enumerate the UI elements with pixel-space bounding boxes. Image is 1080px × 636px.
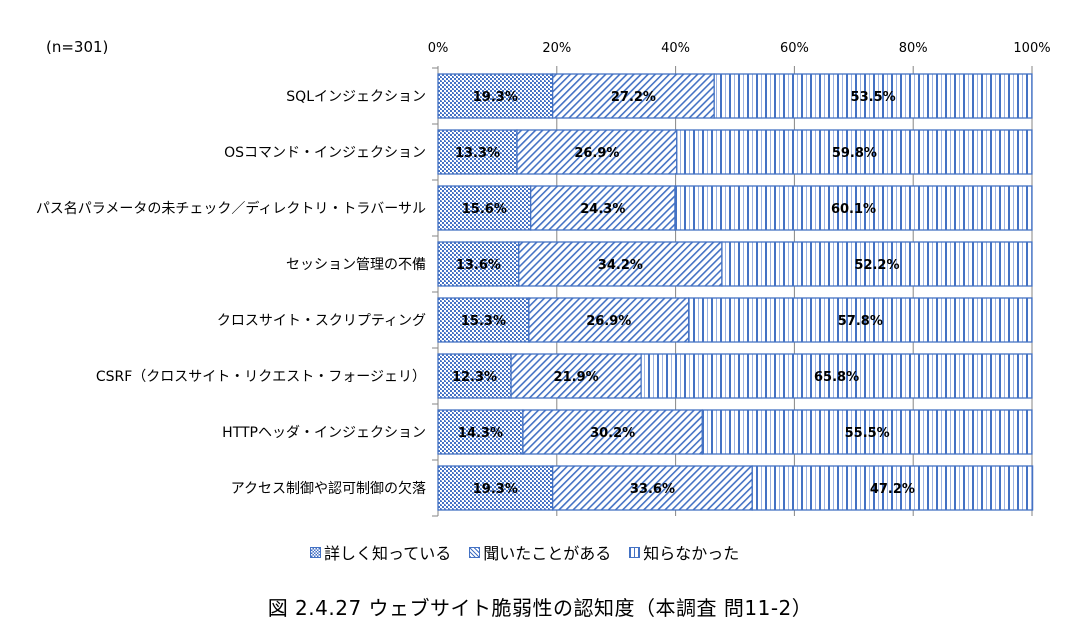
bar-segment xyxy=(528,297,690,343)
data-label: 60.1% xyxy=(831,202,876,217)
bar-segment xyxy=(676,129,1033,175)
data-label: 30.2% xyxy=(590,426,635,441)
bar-segment xyxy=(530,185,676,231)
x-tick-label: 60% xyxy=(780,41,809,56)
x-tick-label: 100% xyxy=(1013,41,1050,56)
bar-segment xyxy=(437,185,532,231)
category-label: セッション管理の不備 xyxy=(286,257,426,273)
data-label: 15.6% xyxy=(462,202,507,217)
legend: 詳しく知っている 聞いたことがある 知らなかった xyxy=(310,540,739,564)
category-label: CSRF（クロスサイト・リクエスト・フォージェリ） xyxy=(96,369,426,385)
legend-swatch-checker xyxy=(310,546,321,558)
bar-segment xyxy=(551,73,715,119)
x-tick-label: 20% xyxy=(542,41,571,56)
bar-segment xyxy=(551,465,753,511)
category-label: SQLインジェクション xyxy=(286,89,426,105)
bar-segment xyxy=(516,129,678,175)
legend-label: 知らなかった xyxy=(643,544,740,563)
data-label: 34.2% xyxy=(598,258,643,273)
bar-segment xyxy=(721,241,1033,287)
x-tick-labels: 0% 20% 40% 60% 80% 100% xyxy=(428,41,1051,56)
sample-size-note: (n=301) xyxy=(46,38,109,56)
data-label: 33.6% xyxy=(630,482,675,497)
legend-swatch-vertical xyxy=(629,546,641,558)
data-label: 26.9% xyxy=(574,146,619,161)
legend-item-heard: 聞いたことがある xyxy=(469,540,611,564)
bar-segment xyxy=(751,465,1034,511)
data-label: 13.3% xyxy=(455,146,500,161)
data-label: 14.3% xyxy=(458,426,503,441)
category-label: パス名パラメータの未チェック／ディレクトリ・トラバーサル xyxy=(36,200,426,217)
bar-segment xyxy=(437,465,554,511)
figure-caption: 図 2.4.27 ウェブサイト脆弱性の認知度（本調査 問11-2） xyxy=(267,596,813,620)
bar-segment xyxy=(510,353,642,399)
category-label: OSコマンド・インジェクション xyxy=(224,145,426,161)
bar-segment xyxy=(640,353,1033,399)
category-label: クロスサイト・スクリプティング xyxy=(217,313,426,329)
data-label: 53.5% xyxy=(851,90,896,105)
legend-item-detailed: 詳しく知っている xyxy=(310,540,451,564)
legend-label: 詳しく知っている xyxy=(324,544,452,563)
data-label: 21.9% xyxy=(554,370,599,385)
data-label: 12.3% xyxy=(452,370,497,385)
legend-label: 聞いたことがある xyxy=(483,544,612,563)
category-axis xyxy=(432,67,439,517)
data-label: 24.3% xyxy=(580,202,625,217)
data-labels: 19.3% 27.2% 53.5% 13.3% 26.9% 59.8% 15.6% 24.3%… xyxy=(452,90,915,497)
data-label: 55.5% xyxy=(845,426,890,441)
bar-segment xyxy=(518,241,723,287)
bar-segment xyxy=(437,73,554,119)
category-label: アクセス制御や認可制御の欠落 xyxy=(231,481,426,497)
data-label: 59.8% xyxy=(832,146,877,161)
x-tick-label: 0% xyxy=(428,41,449,56)
data-label: 13.6% xyxy=(456,258,501,273)
category-labels: SQLインジェクション OSコマンド・インジェクションパス名パラメータの未チェック… xyxy=(36,89,426,497)
data-label: 57.8% xyxy=(838,314,883,329)
bar-segment xyxy=(701,409,1033,455)
data-label: 19.3% xyxy=(473,90,518,105)
category-label: HTTPヘッダ・インジェクション xyxy=(222,425,426,441)
bar-segment xyxy=(437,297,530,343)
x-tick-label: 40% xyxy=(661,41,690,56)
data-label: 19.3% xyxy=(473,482,518,497)
data-label: 26.9% xyxy=(586,314,631,329)
data-label: 52.2% xyxy=(854,258,899,273)
x-tick-label: 80% xyxy=(899,41,928,56)
data-label: 65.8% xyxy=(814,370,859,385)
bar-segment xyxy=(713,73,1033,119)
legend-item-unknown: 知らなかった xyxy=(629,540,739,564)
data-label: 47.2% xyxy=(870,482,915,497)
bar-segment xyxy=(688,297,1033,343)
bar-segment xyxy=(674,185,1033,231)
data-label: 27.2% xyxy=(611,90,656,105)
data-label: 15.3% xyxy=(461,314,506,329)
legend-swatch-diagonal xyxy=(469,546,481,558)
bars xyxy=(437,73,1034,511)
